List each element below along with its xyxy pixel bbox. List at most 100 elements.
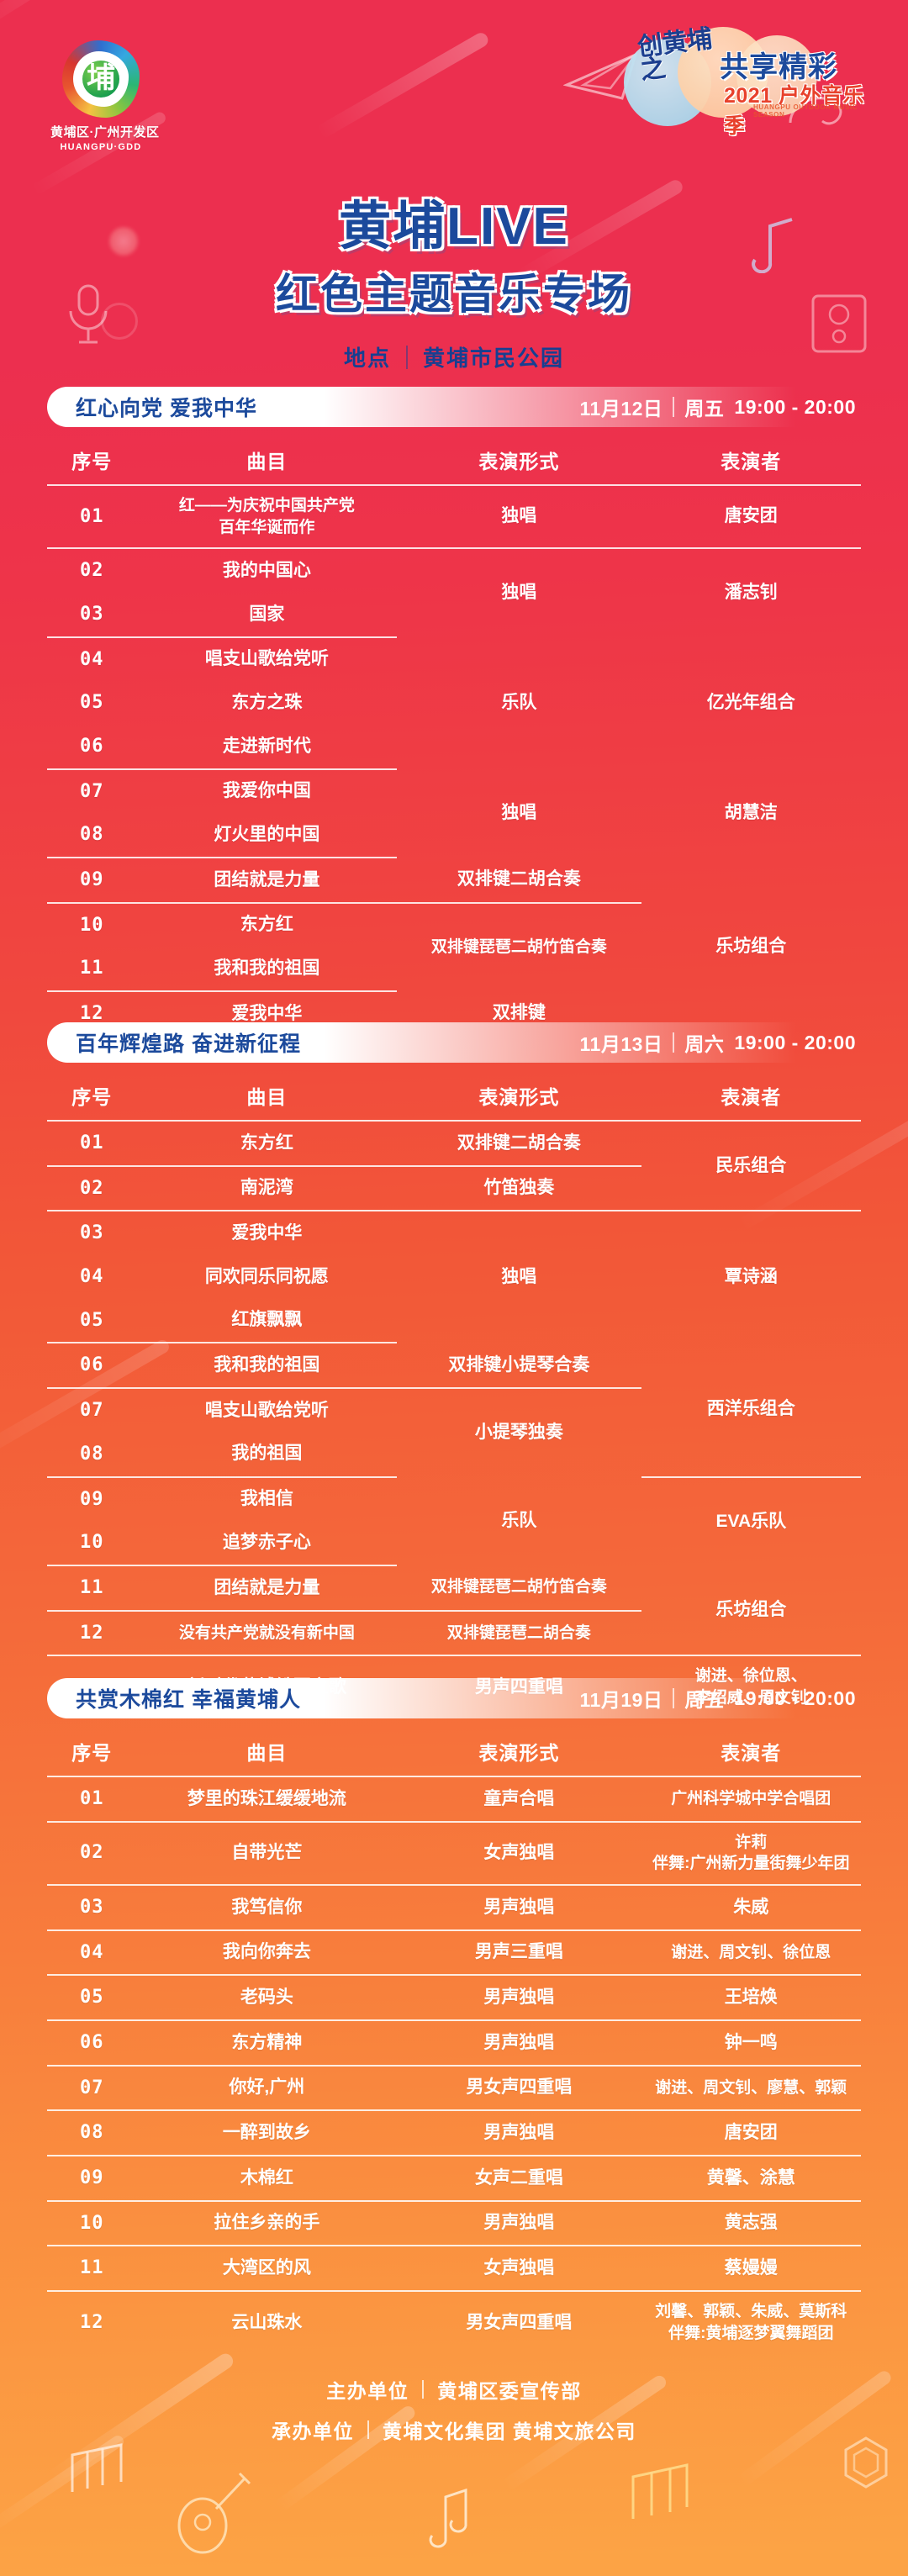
host-label: 承办单位 [272,2420,355,2442]
table-row: 10 拉住乡亲的手 男声独唱 黄志强 [47,2200,861,2247]
table-row: 11 团结就是力量 双排键琵琶二胡竹笛合奏 乐坊组合 [47,1565,861,1657]
cell-song: 云山珠水 [231,2312,303,2332]
section-header: 百年辉煌路 奋进新征程 11月13日 周六 19:00 - 20:00 [47,1022,861,1063]
cell-song: 东方之珠 [231,693,303,713]
cell-song: 大湾区的风 [136,2246,398,2293]
section-weekday: 周六 [684,1033,725,1055]
cell-performer: 谢进、周文钊、徐位恩 [641,1929,861,1977]
schedule-divider [673,1032,675,1053]
table-row: 11 大湾区的风 女声独唱 蔡嫚嫚 [47,2246,861,2293]
cell-form: 男女声四重唱 [397,2065,641,2112]
cell-song: 没有共产党就没有新中国 [136,1610,398,1657]
table-header-row: 序号 曲目 表演形式 表演者 [47,1078,861,1122]
campaign-tiny-text: HUANGPU OUTDOOR MUSIC SEASON [753,103,858,119]
cell-form: 男声独唱 [397,2200,641,2247]
cell-performer: 许莉 伴舞:广州新力量街舞少年团 [641,1821,861,1886]
column-header-form: 表演形式 [397,1734,641,1777]
cell-number: 09 [47,858,137,904]
section-schedule: 11月19日 周五 19:00 - 20:00 [580,1678,857,1718]
cell-song: 同欢同乐同祝愿 [204,1266,329,1286]
cell-form: 双排键二胡合奏 [397,858,641,904]
table-row: 12 爱我中华 双排键 [47,991,861,1036]
schedule-divider [673,397,675,417]
cell-number: 03 [47,592,137,638]
cell-song: 东方红 [240,915,293,935]
campaign-calligraphy: 创 黄 埔 之 [636,25,710,85]
cell-song: 木棉红 [136,2156,398,2202]
cell-song: 团结就是力量 [136,858,398,904]
cell-performer: 广州科学城中学合唱团 [641,1776,861,1823]
cell-form: 双排键琵琶二胡竹笛合奏 [397,1565,641,1612]
cell-number: 01 [47,1776,137,1823]
cell-form: 女声独唱 [397,1821,641,1886]
section-title: 共赏木棉红 幸福黄埔人 [76,1688,301,1712]
cell-song: 我爱你中国 [222,781,311,801]
logo-mark-icon: 埔 [62,40,140,118]
cell-number: 06 [47,1343,137,1390]
cell-song: 我的中国心 [222,560,311,580]
cell-performer: 胡慧洁 [724,803,778,823]
cell-performer: EVA乐队 [715,1511,787,1531]
page-title: 黄埔LIVE [339,198,569,256]
table-row: 05 东方之珠 [47,681,861,725]
logo-name-en: HUANGPU·GDD [60,142,142,152]
cell-form: 童声合唱 [397,1776,641,1823]
cell-performer: 乐坊组合 [641,1565,861,1657]
cell-form: 双排键二胡合奏 [397,1121,641,1167]
cell-number: 04 [79,1266,104,1288]
cell-song: 国家 [136,592,398,638]
program-table: 序号 曲目 表演形式 表演者 01 红——为庆祝中国共产党 百年华诞而作 独唱 唐安团 02 我的中… [47,442,861,1036]
cell-performer: 西洋乐组合 [641,1343,861,1478]
venue-label: 地点 [343,346,391,372]
campaign-main-text: 共享精彩 [720,51,837,83]
cell-number: 03 [47,1884,137,1931]
cell-number: 11 [47,1565,137,1612]
table-row: 02 南泥湾 竹笛独奏 [47,1165,861,1212]
cell-performer: 亿光年组合 [706,693,795,713]
campaign-logo: 创 黄 埔 之 共享精彩 2021 户外音乐季 HUANGPU OUTDOOR … [619,20,871,138]
cell-form: 女声独唱 [397,2246,641,2293]
cell-number: 10 [47,2200,137,2247]
column-header-song: 曲目 [136,442,398,486]
table-row: 06 东方精神 男声独唱 钟一鸣 [47,2020,861,2067]
cell-song: 老码头 [136,1975,398,2022]
venue-value: 黄埔市民公园 [423,346,565,372]
table-row: 12 没有共产党就没有新中国 双排键琵琶二胡合奏 [47,1610,861,1657]
column-header-song: 曲目 [136,1734,398,1777]
cell-song: 红旗飘飘 [136,1298,398,1344]
cell-form: 独唱 [397,485,641,550]
cell-performer: 黄馨、涂慧 [641,2156,861,2202]
section-weekday: 周五 [684,1689,725,1711]
hexagon-outline-icon [844,2436,888,2489]
cell-song: 你好,广州 [136,2065,398,2112]
cell-performer: 覃诗涵 [724,1267,778,1287]
program-table: 序号 曲目 表演形式 表演者 01 梦里的珠江缓缓地流 童声合唱 广州科学城中学合唱团 02 自带… [47,1734,861,2353]
column-header-no: 序号 [47,1078,137,1122]
cell-performer: 刘馨、郭颖、朱威、莫斯科 伴舞:黄埔逐梦翼舞蹈团 [655,2303,847,2342]
cell-performer: 唐安团 [641,2110,861,2157]
cell-song: 走进新时代 [136,725,398,770]
cell-form: 男女声四重唱 [466,2312,573,2332]
poster-footer: 主办单位 黄埔区委宣传部 承办单位 黄埔文化集团 黄埔文旅公司 [0,2375,908,2456]
campaign-sub-text: 2021 户外音乐季 [724,84,865,138]
cell-form: 小提琴独奏 [474,1423,563,1443]
table-row: 07 我爱你中国 独唱 胡慧洁 [47,769,861,823]
cell-song: 唱支山歌给党听 [204,1400,329,1420]
cell-number: 10 [79,914,104,936]
cell-number: 03 [79,1222,104,1244]
logo-glyph: 埔 [87,63,115,94]
table-row: 01 梦里的珠江缓缓地流 童声合唱 广州科学城中学合唱团 [47,1776,861,1823]
table-row: 10 东方红 双排键琵琶二胡竹笛合奏 [47,903,861,956]
cell-song: 梦里的珠江缓缓地流 [136,1776,398,1823]
cell-form: 男声三重唱 [397,1929,641,1977]
cell-number: 10 [47,1521,137,1566]
cell-song: 我向你奔去 [136,1929,398,1977]
table-row: 07 你好,广州 男女声四重唱 谢进、周文钊、廖慧、郭颖 [47,2065,861,2112]
table-row: 08 我的祖国 [47,1432,861,1478]
cell-number: 01 [47,1121,137,1167]
table-row: 03 爱我中华 独唱 覃诗涵 [47,1211,861,1286]
column-header-no: 序号 [47,442,137,486]
cell-song: 南泥湾 [136,1165,398,1212]
host-line: 承办单位 黄埔文化集团 黄埔文旅公司 [0,2415,908,2444]
cell-form: 男声独唱 [397,2110,641,2157]
